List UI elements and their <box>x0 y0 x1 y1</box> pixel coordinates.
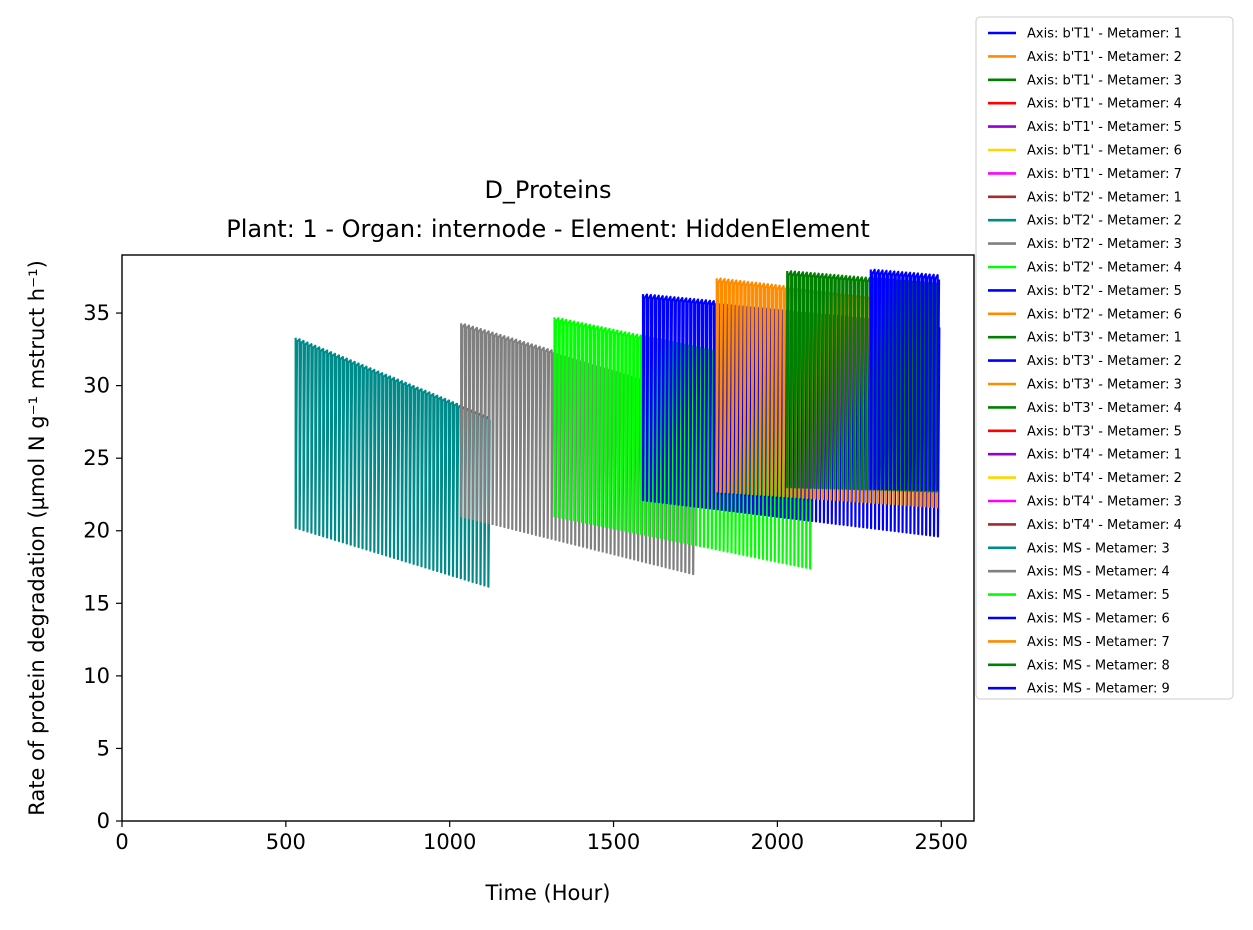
legend-entry: Axis: b'T1' - Metamer: 6 <box>1027 144 1182 159</box>
x-tick-label: 1500 <box>587 830 640 854</box>
y-tick-label: 35 <box>83 301 110 325</box>
y-axis: 0 5 10 15 20 25 30 35 <box>83 301 122 833</box>
x-axis-label: Time (Hour) <box>484 881 610 905</box>
legend-entry: Axis: b'T2' - Metamer: 2 <box>1027 214 1182 229</box>
x-tick-label: 0 <box>115 830 128 854</box>
legend-entry: Axis: b'T2' - Metamer: 5 <box>1027 284 1182 299</box>
x-tick-label: 1000 <box>423 830 476 854</box>
y-tick-label: 30 <box>83 374 110 398</box>
legend-entry: Axis: MS - Metamer: 9 <box>1027 682 1170 697</box>
chart-subtitle: Plant: 1 - Organ: internode - Element: H… <box>226 215 870 243</box>
series-layer <box>294 268 941 588</box>
y-tick-label: 20 <box>83 519 110 543</box>
legend-entry: Axis: b'T3' - Metamer: 2 <box>1027 354 1182 369</box>
y-tick-label: 15 <box>83 591 110 615</box>
legend-entry: Axis: MS - Metamer: 3 <box>1027 541 1170 556</box>
series-line-23 <box>294 337 491 588</box>
legend-entry: Axis: b'T2' - Metamer: 4 <box>1027 261 1182 276</box>
y-axis-label: Rate of protein degradation (µmol N g⁻¹ … <box>25 260 49 816</box>
chart-title: D_Proteins <box>484 176 611 204</box>
legend-entry: Axis: b'T4' - Metamer: 1 <box>1027 448 1182 463</box>
legend-entry: Axis: MS - Metamer: 7 <box>1027 635 1170 650</box>
legend-entry: Axis: b'T3' - Metamer: 1 <box>1027 331 1182 346</box>
legend-entry: Axis: b'T3' - Metamer: 4 <box>1027 401 1182 416</box>
x-tick-label: 2500 <box>915 830 968 854</box>
plot-area-frame <box>121 254 975 822</box>
legend-entry: Axis: b'T4' - Metamer: 3 <box>1027 495 1182 510</box>
x-axis: 0 500 1000 1500 2000 2500 <box>115 821 968 854</box>
legend-entry: Axis: MS - Metamer: 4 <box>1027 565 1170 580</box>
legend-entry: Axis: b'T1' - Metamer: 3 <box>1027 73 1182 88</box>
legend-entry: Axis: b'T2' - Metamer: 3 <box>1027 237 1182 252</box>
legend-entry: Axis: b'T4' - Metamer: 2 <box>1027 471 1182 486</box>
legend-entry: Axis: b'T2' - Metamer: 1 <box>1027 190 1182 205</box>
legend-entry: Axis: MS - Metamer: 8 <box>1027 658 1170 673</box>
legend-frame <box>975 16 1234 700</box>
legend-entry: Axis: b'T1' - Metamer: 1 <box>1027 27 1182 42</box>
legend-entry: Axis: MS - Metamer: 5 <box>1027 588 1170 603</box>
y-tick-label: 5 <box>97 736 110 760</box>
series-line-29 <box>869 268 941 492</box>
legend-entry: Axis: b'T3' - Metamer: 5 <box>1027 424 1182 439</box>
legend-entry: Axis: b'T2' - Metamer: 6 <box>1027 307 1182 322</box>
legend: Axis: b'T1' - Metamer: 1 Axis: b'T1' - Me… <box>975 16 1234 700</box>
x-tick-label: 2000 <box>751 830 804 854</box>
legend-entry: Axis: b'T1' - Metamer: 2 <box>1027 50 1182 65</box>
y-tick-label: 10 <box>83 664 110 688</box>
legend-entry: Axis: b'T1' - Metamer: 5 <box>1027 120 1182 135</box>
legend-entry: Axis: MS - Metamer: 6 <box>1027 612 1170 627</box>
legend-entry: Axis: b'T1' - Metamer: 4 <box>1027 97 1182 112</box>
legend-entry: Axis: b'T4' - Metamer: 4 <box>1027 518 1182 533</box>
y-tick-label: 25 <box>83 446 110 470</box>
legend-entry: Axis: b'T1' - Metamer: 7 <box>1027 167 1182 182</box>
y-tick-label: 0 <box>97 809 110 833</box>
legend-entry: Axis: b'T3' - Metamer: 3 <box>1027 378 1182 393</box>
x-tick-label: 500 <box>266 830 306 854</box>
